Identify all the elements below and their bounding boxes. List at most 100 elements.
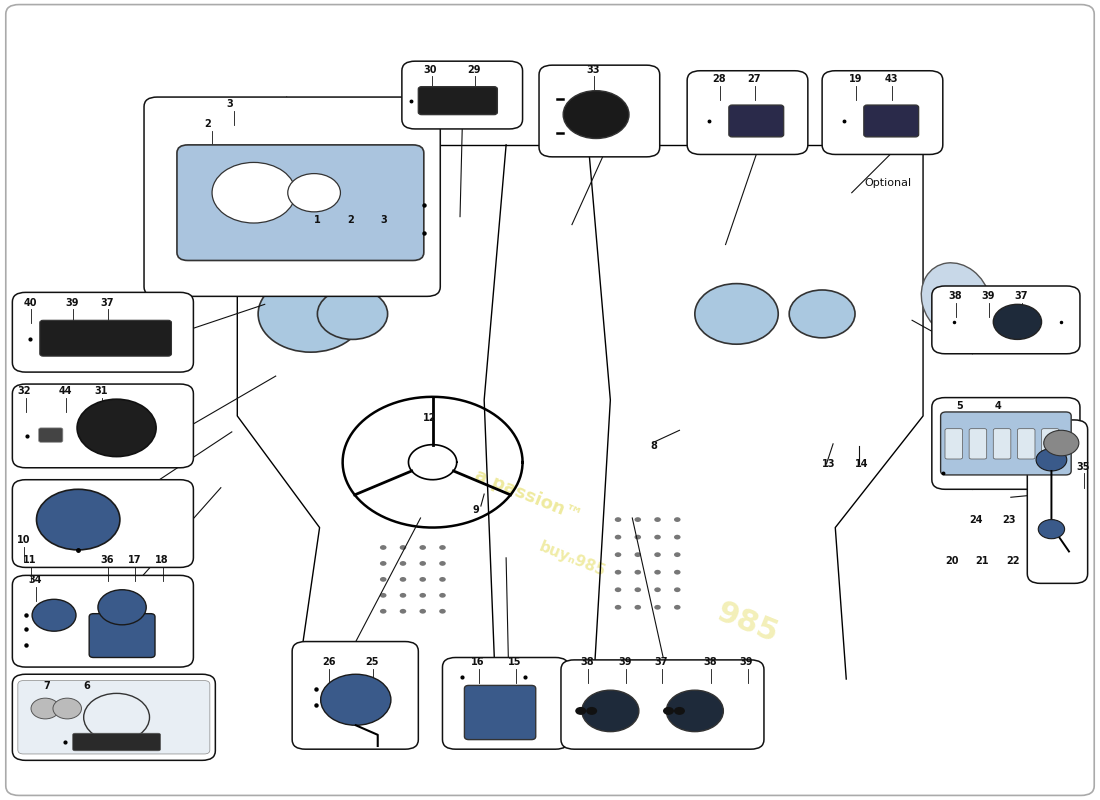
Circle shape <box>635 517 641 522</box>
Circle shape <box>654 552 661 557</box>
Text: 5: 5 <box>956 401 962 411</box>
Circle shape <box>674 534 681 539</box>
Circle shape <box>419 593 426 598</box>
FancyBboxPatch shape <box>822 70 943 154</box>
Text: 11: 11 <box>23 555 36 565</box>
Circle shape <box>36 490 120 550</box>
Circle shape <box>674 587 681 592</box>
Text: 36: 36 <box>100 555 113 565</box>
FancyBboxPatch shape <box>39 428 63 442</box>
Text: 24: 24 <box>969 514 982 525</box>
Text: 16: 16 <box>471 657 484 667</box>
Circle shape <box>615 552 622 557</box>
FancyBboxPatch shape <box>177 145 424 261</box>
FancyBboxPatch shape <box>464 686 536 740</box>
Circle shape <box>379 561 386 566</box>
Circle shape <box>635 552 641 557</box>
FancyBboxPatch shape <box>969 429 987 459</box>
Text: 6: 6 <box>84 681 90 691</box>
Circle shape <box>674 570 681 574</box>
Text: 30: 30 <box>424 65 438 74</box>
Circle shape <box>615 570 622 574</box>
FancyBboxPatch shape <box>12 292 194 372</box>
FancyBboxPatch shape <box>940 412 1071 475</box>
FancyBboxPatch shape <box>688 70 807 154</box>
Text: 31: 31 <box>95 386 108 396</box>
Text: 12: 12 <box>422 413 436 422</box>
Circle shape <box>575 707 586 715</box>
Circle shape <box>379 609 386 614</box>
Text: Optional: Optional <box>865 178 912 188</box>
Circle shape <box>399 609 406 614</box>
Circle shape <box>419 609 426 614</box>
Text: 41: 41 <box>78 490 91 500</box>
Circle shape <box>674 707 685 715</box>
Text: 3: 3 <box>227 99 233 109</box>
FancyBboxPatch shape <box>561 660 764 749</box>
Circle shape <box>318 288 387 339</box>
Circle shape <box>674 517 681 522</box>
Circle shape <box>635 605 641 610</box>
Circle shape <box>419 561 426 566</box>
Circle shape <box>635 570 641 574</box>
Circle shape <box>53 698 81 719</box>
Circle shape <box>654 587 661 592</box>
Text: 2: 2 <box>346 214 354 225</box>
FancyBboxPatch shape <box>945 429 962 459</box>
Text: 23: 23 <box>1002 514 1015 525</box>
Circle shape <box>31 698 59 719</box>
Circle shape <box>615 587 622 592</box>
Text: 33: 33 <box>586 65 600 74</box>
FancyBboxPatch shape <box>293 642 418 749</box>
FancyBboxPatch shape <box>1042 429 1059 459</box>
Text: 14: 14 <box>855 458 869 469</box>
FancyBboxPatch shape <box>73 734 161 750</box>
Circle shape <box>654 534 661 539</box>
FancyBboxPatch shape <box>18 681 210 754</box>
Text: 39: 39 <box>981 291 994 301</box>
Text: 1: 1 <box>315 214 321 225</box>
Circle shape <box>674 605 681 610</box>
Circle shape <box>439 609 446 614</box>
Text: 8: 8 <box>651 442 658 451</box>
FancyBboxPatch shape <box>12 575 194 667</box>
Circle shape <box>379 545 386 550</box>
Circle shape <box>439 593 446 598</box>
FancyBboxPatch shape <box>932 398 1080 490</box>
Circle shape <box>635 534 641 539</box>
Circle shape <box>615 517 622 522</box>
Text: 10: 10 <box>16 535 31 545</box>
Circle shape <box>399 545 406 550</box>
Circle shape <box>439 545 446 550</box>
Circle shape <box>399 593 406 598</box>
Circle shape <box>439 561 446 566</box>
FancyBboxPatch shape <box>12 384 194 468</box>
Text: 2: 2 <box>205 119 211 129</box>
FancyBboxPatch shape <box>89 614 155 658</box>
Text: 37: 37 <box>654 657 668 667</box>
FancyBboxPatch shape <box>442 658 569 749</box>
Text: 39: 39 <box>65 298 78 307</box>
Text: 17: 17 <box>128 555 141 565</box>
Text: 28: 28 <box>713 74 726 84</box>
Circle shape <box>586 707 597 715</box>
FancyBboxPatch shape <box>932 286 1080 354</box>
Text: 25: 25 <box>365 657 380 667</box>
Text: 22: 22 <box>1006 556 1020 566</box>
Text: 35: 35 <box>1077 462 1090 472</box>
FancyBboxPatch shape <box>539 65 660 157</box>
FancyBboxPatch shape <box>402 61 522 129</box>
Text: 38: 38 <box>581 657 594 667</box>
FancyBboxPatch shape <box>864 105 918 137</box>
Circle shape <box>615 534 622 539</box>
FancyBboxPatch shape <box>993 429 1011 459</box>
Ellipse shape <box>922 263 991 338</box>
Circle shape <box>1044 430 1079 456</box>
Text: 985: 985 <box>713 598 782 649</box>
Text: 38: 38 <box>704 657 717 667</box>
Circle shape <box>288 174 340 212</box>
Text: 34: 34 <box>29 575 42 585</box>
Circle shape <box>1038 519 1065 538</box>
Circle shape <box>379 577 386 582</box>
Circle shape <box>32 599 76 631</box>
